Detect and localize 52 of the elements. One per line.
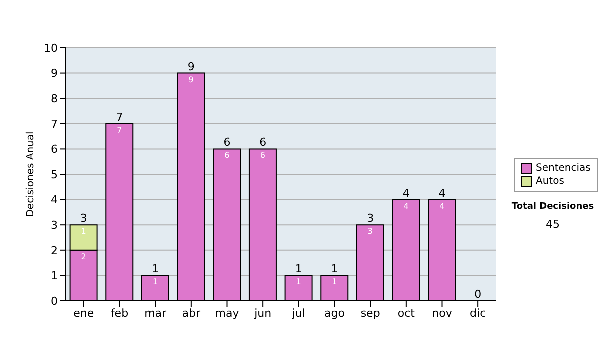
y-tick-label: 5 (51, 168, 58, 182)
total-label: 9 (188, 60, 195, 74)
y-tick-label: 3 (51, 219, 58, 232)
total-label: 3 (367, 212, 374, 226)
data-label: 1 (332, 278, 338, 287)
y-tick-label: 10 (44, 42, 58, 55)
x-tick-label: abr (182, 306, 202, 320)
total-label: 0 (474, 288, 482, 301)
data-label: 9 (188, 75, 194, 84)
total-label: 1 (331, 262, 338, 276)
total-label: 7 (116, 110, 124, 124)
data-label: 1 (81, 227, 86, 236)
x-tick-label: nov (432, 306, 453, 320)
data-label: 4 (440, 202, 445, 211)
x-tick-label: may (215, 306, 240, 320)
x-tick-label: dic (470, 306, 486, 320)
y-tick-label: 6 (51, 143, 58, 156)
total-label: 1 (152, 262, 160, 276)
legend-label: Sentencias (536, 162, 591, 175)
total-label: 6 (224, 136, 231, 150)
x-tick-label: ene (74, 306, 94, 320)
y-tick-label: 0 (51, 294, 58, 308)
x-tick-label: mar (144, 306, 168, 320)
total-label: 1 (295, 262, 302, 276)
x-tick-label: ago (324, 306, 346, 320)
data-label: 1 (152, 278, 158, 287)
x-tick-label: oct (398, 306, 416, 320)
data-label: 7 (117, 126, 122, 135)
y-tick-label: 4 (51, 194, 58, 207)
y-tick-label: 9 (51, 67, 58, 80)
data-label: 6 (224, 151, 230, 160)
y-tick-label: 8 (51, 92, 58, 106)
data-label: 4 (404, 202, 409, 211)
y-tick-label: 2 (51, 244, 58, 258)
y-tick-label: 7 (51, 118, 58, 131)
data-label: 3 (368, 227, 374, 236)
x-tick-label: jun (254, 306, 272, 320)
legend-label: Autos (536, 175, 564, 188)
total-label: 3 (80, 212, 88, 226)
y-axis-title: Decisiones Anual (26, 132, 37, 218)
y-tick-label: 1 (51, 270, 58, 283)
total-label: 4 (402, 186, 410, 200)
total-label: 4 (438, 186, 446, 200)
x-tick-label: feb (110, 306, 129, 320)
text: 45 (545, 218, 561, 231)
x-tick-label: jul (291, 306, 306, 320)
data-label: 2 (81, 252, 86, 262)
text: Total Decisiones (510, 202, 596, 212)
total-label: 6 (260, 136, 267, 150)
data-label: 6 (260, 151, 266, 160)
data-label: 1 (296, 278, 302, 287)
x-tick-label: sep (360, 306, 380, 320)
